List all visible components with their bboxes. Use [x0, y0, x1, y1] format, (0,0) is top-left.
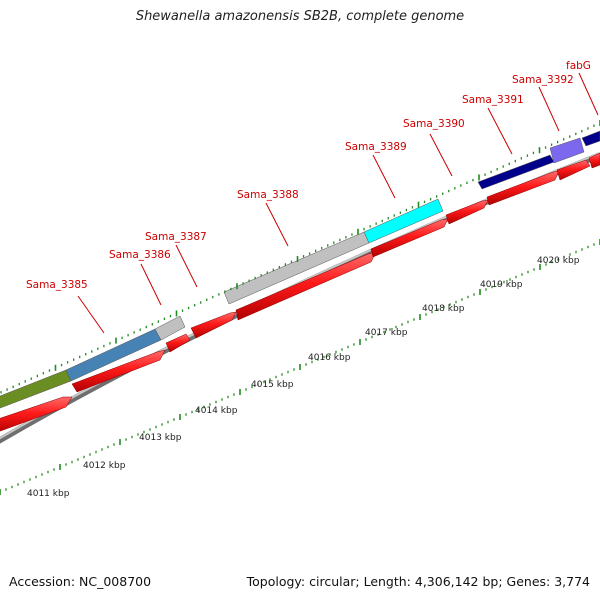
cog-bar-track [0, 130, 600, 409]
kbp-label-4015: 4015 kbp [251, 380, 294, 390]
gene-leader-lines [77, 72, 599, 334]
kbp-label-4014: 4014 kbp [195, 406, 238, 416]
kbp-label-4017: 4017 kbp [365, 328, 408, 338]
leader-line [487, 107, 513, 155]
kbp-label-4012: 4012 kbp [83, 461, 126, 471]
kbp-labels: 4011 kbp 4012 kbp 4013 kbp 4014 kbp 4015… [27, 256, 580, 499]
tick-track-upper [0, 120, 600, 394]
gene-label-sama-3392[interactable]: Sama_3392 [512, 74, 574, 86]
kbp-label-4016: 4016 kbp [308, 353, 351, 363]
leader-line [265, 202, 289, 247]
cog-bar [363, 198, 444, 244]
genome-summary-text: Topology: circular; Length: 4,306,142 bp… [246, 574, 590, 589]
map-title: Shewanella amazonensis SB2B, complete ge… [135, 9, 465, 24]
kbp-label-4019: 4019 kbp [480, 280, 523, 290]
gene-label-sama-3387[interactable]: Sama_3387 [145, 231, 207, 243]
gene-label-sama-3388[interactable]: Sama_3388 [237, 189, 299, 201]
cog-bar [581, 130, 600, 147]
leader-line [77, 295, 105, 334]
gene-label-sama-3391[interactable]: Sama_3391 [462, 94, 524, 106]
cds-arrow [0, 396, 73, 432]
gene-label-fabg[interactable]: fabG [566, 60, 591, 72]
cog-bar [154, 315, 186, 341]
cds-arrow [165, 333, 191, 353]
kbp-label-4020: 4020 kbp [537, 256, 580, 266]
leader-line [175, 244, 198, 288]
gene-label-sama-3385[interactable]: Sama_3385 [26, 279, 88, 291]
leader-line [578, 72, 599, 116]
leader-line [372, 154, 396, 199]
tick-track-lower [0, 239, 600, 495]
kbp-label-4011: 4011 kbp [27, 489, 70, 499]
gene-labels: Sama_3385 Sama_3386 Sama_3387 Sama_3388 … [26, 60, 591, 291]
leader-line [429, 133, 453, 177]
accession-text: Accession: NC_008700 [9, 574, 152, 589]
leader-line [140, 263, 162, 306]
gene-label-sama-3390[interactable]: Sama_3390 [403, 118, 465, 130]
cds-arrow [486, 170, 560, 206]
cds-arrow [445, 199, 489, 225]
cds-arrow [190, 311, 237, 339]
cds-arrow [370, 218, 449, 258]
cds-arrow [556, 159, 591, 181]
gene-label-sama-3386[interactable]: Sama_3386 [109, 249, 171, 261]
gene-label-sama-3389[interactable]: Sama_3389 [345, 141, 407, 153]
kbp-label-4013: 4013 kbp [139, 433, 182, 443]
cds-arrow-track [0, 152, 600, 432]
cog-bar [549, 137, 585, 164]
cds-arrow [71, 349, 166, 393]
cds-arrow [588, 152, 600, 169]
leader-line [538, 86, 560, 132]
kbp-label-4018: 4018 kbp [422, 304, 465, 314]
